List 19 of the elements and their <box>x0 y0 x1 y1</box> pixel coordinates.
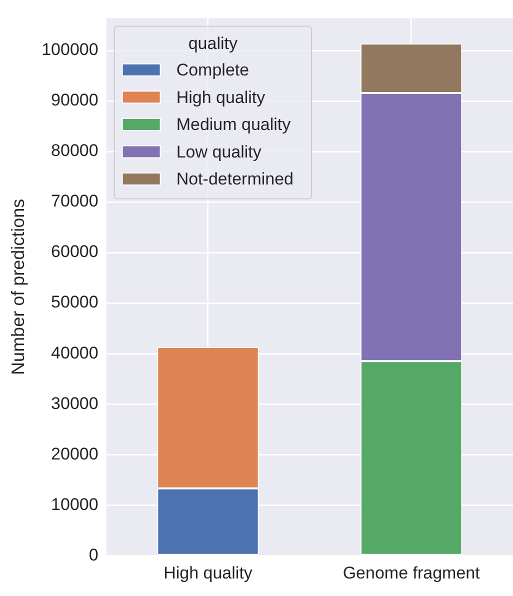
y-tick-label: 90000 <box>51 90 98 110</box>
legend-title: quality <box>188 34 238 53</box>
legend-label: Medium quality <box>176 115 292 134</box>
y-axis-title: Number of predictions <box>8 198 28 375</box>
y-tick-label: 40000 <box>51 343 98 362</box>
legend-label: Complete <box>176 60 250 80</box>
legend-label: High quality <box>176 88 266 107</box>
y-tick-label: 70000 <box>51 192 98 211</box>
legend-label: Low quality <box>176 142 262 162</box>
x-tick-label: Genome fragment <box>342 563 480 582</box>
y-tick-label: 30000 <box>51 394 98 413</box>
y-tick-label: 100000 <box>42 40 98 60</box>
y-tick-label: 20000 <box>51 444 98 464</box>
y-tick-label: 80000 <box>51 141 98 160</box>
legend-label: Not-determined <box>176 170 294 189</box>
y-tick-label: 60000 <box>51 242 98 262</box>
y-tick-label: 50000 <box>51 292 98 312</box>
y-tick-label: 10000 <box>51 494 98 514</box>
y-tick-label: 0 <box>88 545 98 564</box>
